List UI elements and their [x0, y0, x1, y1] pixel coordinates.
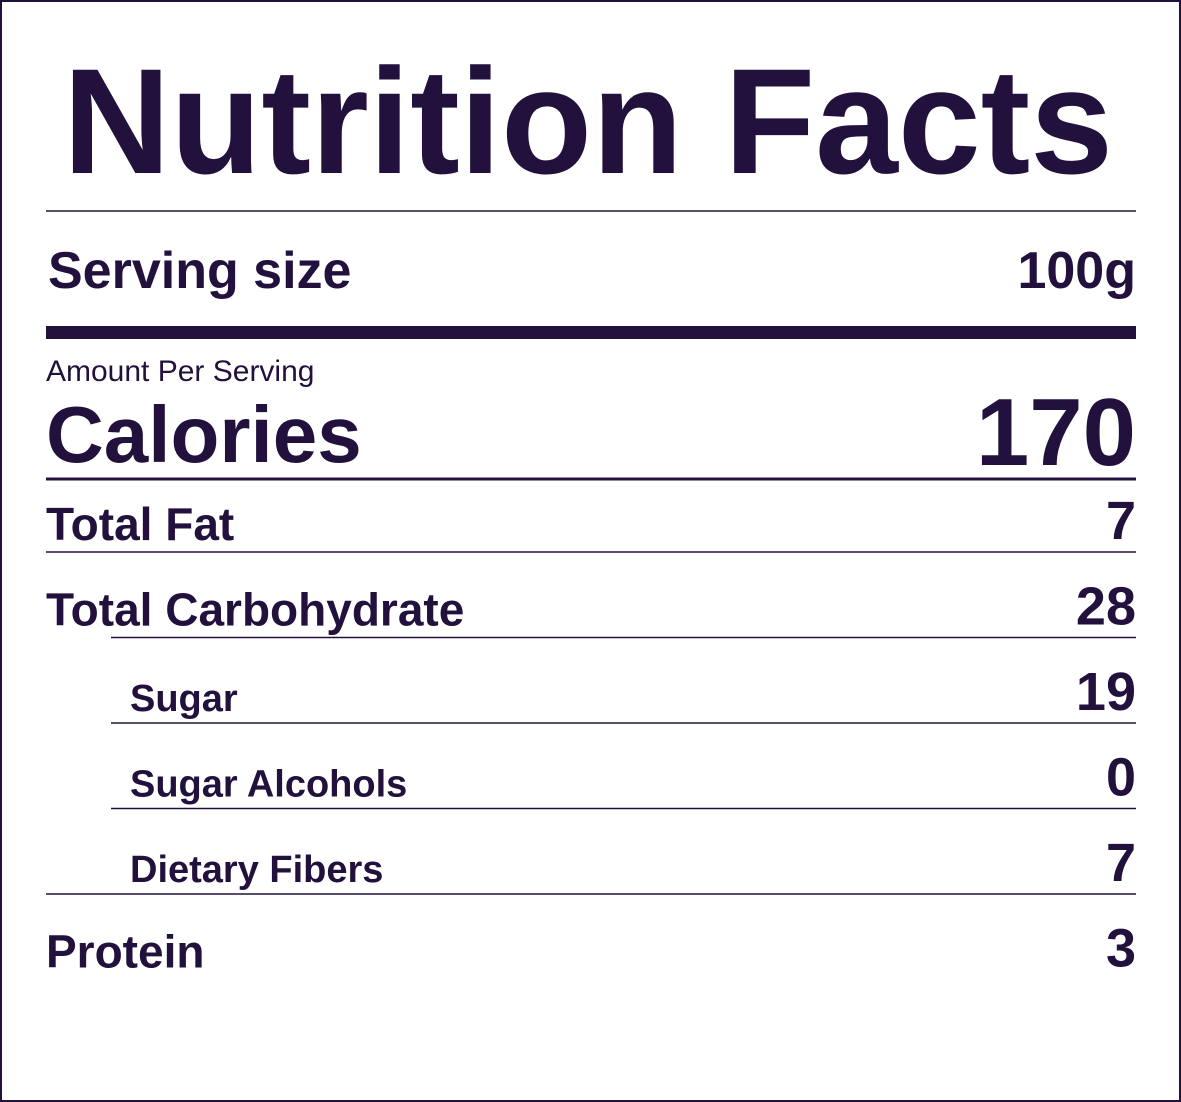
nutrient-value: 3: [1106, 919, 1136, 979]
nutrient-label: Total Fat: [46, 498, 234, 550]
nutrient-value: 28: [1076, 577, 1136, 637]
nutrient-label: Protein: [46, 926, 204, 978]
nutrient-value: 0: [1106, 748, 1136, 808]
title: Nutrition Facts: [63, 37, 1113, 205]
sub-nutrient-label: Sugar: [130, 678, 238, 720]
amount-per-serving: Amount Per Serving: [46, 355, 314, 388]
sub-nutrient-label: Dietary Fibers: [130, 849, 383, 891]
serving-label: Serving size: [48, 242, 351, 300]
thick-rule: [46, 326, 1136, 339]
calories-value: 170: [976, 379, 1136, 486]
calories-label: Calories: [46, 390, 362, 479]
nutrient-value: 7: [1106, 491, 1136, 551]
nutrient-value: 19: [1076, 662, 1136, 722]
sub-nutrient-label: Sugar Alcohols: [130, 764, 407, 806]
serving-value: 100g: [1017, 242, 1136, 300]
nutrient-label: Total Carbohydrate: [46, 584, 464, 636]
nutrient-value: 7: [1106, 833, 1136, 893]
